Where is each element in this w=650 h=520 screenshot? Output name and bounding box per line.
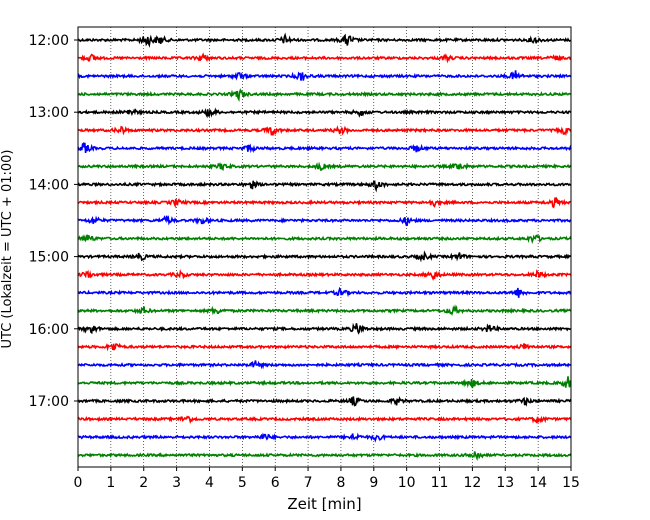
y-tick-label: 16:00	[29, 322, 69, 338]
seismic-trace	[77, 415, 572, 424]
x-tick-label: 1	[106, 475, 115, 491]
seismic-trace	[77, 125, 572, 136]
y-axis-label: UTC (Lokalzeit = UTC + 01:00)	[0, 150, 15, 349]
x-tick-label: 10	[398, 475, 416, 491]
seismic-trace	[77, 234, 572, 245]
x-axis-ticks: 0 1 2 3 4 5 6 7 8 9 10 11 12 13 14 15	[74, 467, 580, 491]
seismic-trace	[77, 88, 572, 103]
y-axis-ticks: 12:00 13:00 14:00 15:00 16:00 17:00	[29, 33, 78, 410]
x-tick-label: 4	[205, 475, 214, 491]
seismic-trace	[78, 396, 572, 407]
seismic-trace	[77, 215, 572, 227]
seismic-trace	[77, 304, 572, 316]
x-tick-label: 9	[369, 475, 378, 491]
seismic-trace	[78, 52, 572, 64]
y-tick-label: 17:00	[29, 394, 69, 410]
x-tick-label: 15	[562, 475, 580, 491]
seismic-trace	[77, 376, 572, 389]
seismic-trace	[77, 180, 572, 193]
x-tick-label: 8	[336, 475, 345, 491]
seismic-trace	[77, 250, 572, 263]
x-tick-label: 3	[172, 475, 181, 491]
grid-lines	[110, 27, 539, 467]
x-tick-label: 6	[271, 475, 280, 491]
plot-frame	[77, 26, 572, 468]
seismic-trace	[77, 107, 572, 119]
seismic-trace	[77, 70, 572, 81]
x-tick-label: 2	[139, 475, 148, 491]
seismic-traces	[77, 32, 572, 462]
x-tick-label: 14	[529, 475, 547, 491]
seismic-trace	[77, 268, 572, 282]
y-tick-label: 14:00	[29, 177, 69, 193]
seismic-trace	[77, 286, 572, 298]
x-tick-label: 7	[304, 475, 313, 491]
x-tick-label: 12	[463, 475, 481, 491]
seismic-trace	[77, 196, 572, 209]
x-tick-label: 11	[431, 475, 449, 491]
seismic-trace	[77, 432, 572, 443]
seismic-trace	[77, 342, 572, 352]
x-axis-label: Zeit [min]	[287, 495, 361, 513]
y-tick-label: 13:00	[29, 105, 69, 121]
seismic-trace	[77, 322, 572, 335]
seismic-trace	[77, 360, 572, 370]
y-tick-label: 15:00	[29, 250, 69, 266]
seismic-trace	[77, 142, 572, 154]
x-tick-label: 13	[496, 475, 514, 491]
x-tick-label: 0	[74, 475, 83, 491]
seismic-trace	[77, 32, 571, 48]
seismic-trace	[77, 451, 572, 462]
seismic-trace	[77, 161, 572, 171]
x-tick-label: 5	[238, 475, 247, 491]
y-tick-label: 12:00	[29, 33, 69, 49]
